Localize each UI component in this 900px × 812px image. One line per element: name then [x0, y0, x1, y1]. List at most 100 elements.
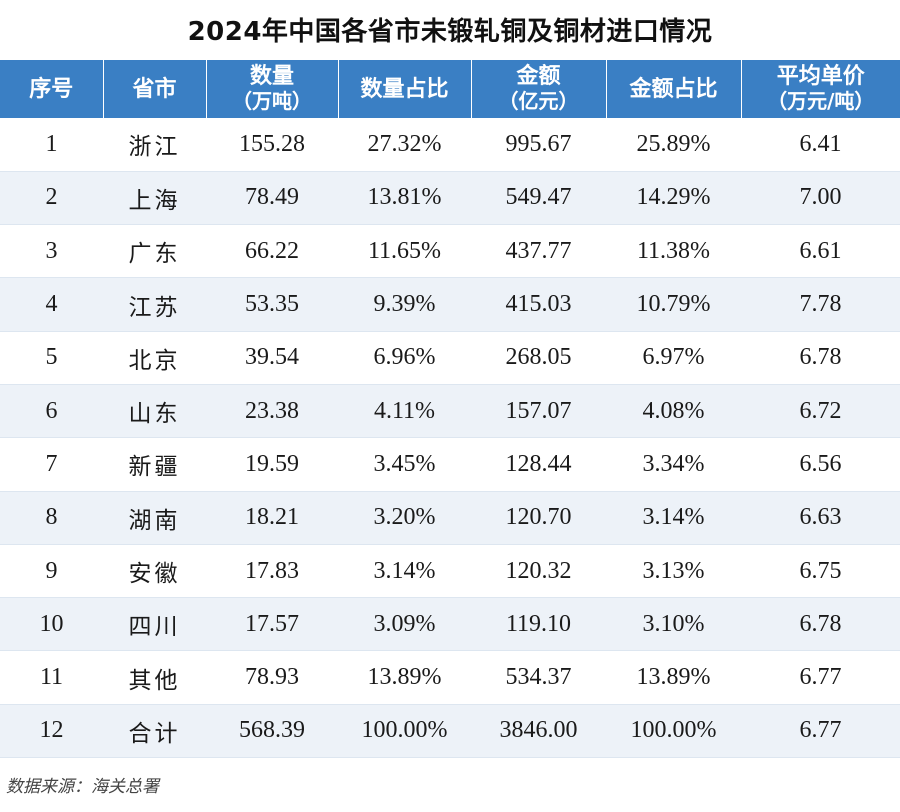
header-label: 平均单价 [776, 64, 865, 89]
cell-index: 4 [0, 277, 103, 332]
cell-quantity: 66.22 [206, 224, 338, 279]
cell-index: 1 [0, 118, 103, 172]
table-row: 12 合计 568.39 100.00% 3846.00 100.00% 6.77 [0, 704, 900, 759]
cell-amount: 995.67 [471, 118, 606, 172]
cell-amount: 268.05 [471, 331, 606, 385]
table-body: 1 浙江 155.28 27.32% 995.67 25.89% 6.41 2 上海 78.49 1… [0, 118, 900, 759]
cell-index: 2 [0, 171, 103, 226]
cell-index: 7 [0, 437, 103, 492]
header-amount-share: 金额占比 [606, 60, 742, 118]
header-label: 金额 [516, 64, 561, 89]
data-source-note: 数据来源：海关总署 [6, 777, 159, 797]
table-row: 4 江苏 53.35 9.39% 415.03 10.79% 7.78 [0, 277, 900, 332]
cell-amount: 120.70 [471, 491, 606, 545]
cell-quantity-share: 3.09% [338, 597, 471, 652]
cell-province: 上海 [103, 171, 206, 226]
cell-province: 湖南 [103, 491, 206, 545]
cell-province: 浙江 [103, 118, 206, 172]
header-unit-price: 平均单价 （万元/吨） [741, 60, 900, 118]
cell-quantity-share: 3.20% [338, 491, 471, 545]
cell-amount: 157.07 [471, 384, 606, 439]
header-quantity-share: 数量占比 [338, 60, 472, 118]
cell-quantity: 19.59 [206, 437, 338, 492]
cell-unit-price: 6.77 [741, 650, 900, 705]
cell-unit-price: 6.63 [741, 491, 900, 545]
table-row: 11 其他 78.93 13.89% 534.37 13.89% 6.77 [0, 650, 900, 705]
table-row: 10 四川 17.57 3.09% 119.10 3.10% 6.78 [0, 597, 900, 652]
cell-unit-price: 7.78 [741, 277, 900, 332]
cell-quantity-share: 11.65% [338, 224, 471, 279]
cell-quantity: 17.83 [206, 544, 338, 599]
cell-amount: 120.32 [471, 544, 606, 599]
cell-unit-price: 6.78 [741, 597, 900, 652]
table-header: 序号 省市 数量 （万吨） 数量占比 金额 （亿元） 金额占比 平均单价 （万元/吨） [0, 60, 900, 118]
cell-province: 山东 [103, 384, 206, 439]
cell-amount-share: 25.89% [606, 118, 741, 172]
header-unit: （亿元） [498, 89, 579, 113]
cell-amount-share: 10.79% [606, 277, 741, 332]
cell-quantity-share: 9.39% [338, 277, 471, 332]
table-row: 6 山东 23.38 4.11% 157.07 4.08% 6.72 [0, 384, 900, 439]
table-row: 5 北京 39.54 6.96% 268.05 6.97% 6.78 [0, 331, 900, 385]
cell-quantity-share: 100.00% [338, 704, 471, 759]
import-table: 序号 省市 数量 （万吨） 数量占比 金额 （亿元） 金额占比 平均单价 （万元/吨） 1 浙江 15… [0, 60, 900, 759]
cell-province: 其他 [103, 650, 206, 705]
header-label: 数量占比 [360, 76, 449, 102]
cell-quantity-share: 4.11% [338, 384, 471, 439]
header-province: 省市 [103, 60, 207, 118]
cell-quantity: 78.93 [206, 650, 338, 705]
cell-amount-share: 14.29% [606, 171, 741, 226]
cell-quantity-share: 13.89% [338, 650, 471, 705]
cell-quantity: 23.38 [206, 384, 338, 439]
cell-province: 江苏 [103, 277, 206, 332]
cell-amount: 128.44 [471, 437, 606, 492]
cell-unit-price: 6.41 [741, 118, 900, 172]
table-row: 7 新疆 19.59 3.45% 128.44 3.34% 6.56 [0, 437, 900, 492]
cell-quantity-share: 6.96% [338, 331, 471, 385]
cell-province: 四川 [103, 597, 206, 652]
cell-amount-share: 3.14% [606, 491, 741, 545]
cell-index: 12 [0, 704, 103, 759]
cell-unit-price: 6.77 [741, 704, 900, 759]
cell-quantity: 53.35 [206, 277, 338, 332]
header-index: 序号 [0, 60, 104, 118]
cell-amount: 534.37 [471, 650, 606, 705]
table-row: 1 浙江 155.28 27.32% 995.67 25.89% 6.41 [0, 118, 900, 172]
header-row: 序号 省市 数量 （万吨） 数量占比 金额 （亿元） 金额占比 平均单价 （万元/吨） [0, 60, 900, 118]
table-row: 9 安徽 17.83 3.14% 120.32 3.13% 6.75 [0, 544, 900, 599]
cell-amount: 549.47 [471, 171, 606, 226]
header-label: 数量 [249, 64, 294, 89]
cell-index: 6 [0, 384, 103, 439]
header-unit: （万元/吨） [767, 89, 875, 113]
table-title: 2024年中国各省市未锻轧铜及铜材进口情况 [187, 17, 713, 47]
cell-province: 广东 [103, 224, 206, 279]
header-label: 序号 [29, 76, 74, 102]
cell-unit-price: 6.75 [741, 544, 900, 599]
cell-amount: 415.03 [471, 277, 606, 332]
cell-quantity-share: 3.45% [338, 437, 471, 492]
cell-quantity-share: 13.81% [338, 171, 471, 226]
cell-unit-price: 6.78 [741, 331, 900, 385]
cell-amount: 3846.00 [471, 704, 606, 759]
cell-quantity: 17.57 [206, 597, 338, 652]
cell-quantity: 78.49 [206, 171, 338, 226]
cell-amount: 437.77 [471, 224, 606, 279]
cell-index: 11 [0, 650, 103, 705]
cell-amount-share: 11.38% [606, 224, 741, 279]
header-quantity: 数量 （万吨） [206, 60, 339, 118]
header-label: 金额占比 [629, 76, 718, 102]
cell-province: 合计 [103, 704, 206, 759]
cell-amount-share: 100.00% [606, 704, 741, 759]
cell-index: 10 [0, 597, 103, 652]
cell-amount-share: 13.89% [606, 650, 741, 705]
cell-index: 9 [0, 544, 103, 599]
cell-index: 5 [0, 331, 103, 385]
cell-province: 新疆 [103, 437, 206, 492]
header-amount: 金额 （亿元） [471, 60, 607, 118]
cell-quantity-share: 27.32% [338, 118, 471, 172]
cell-quantity-share: 3.14% [338, 544, 471, 599]
cell-amount-share: 3.10% [606, 597, 741, 652]
table-row: 2 上海 78.49 13.81% 549.47 14.29% 7.00 [0, 171, 900, 226]
cell-amount-share: 3.13% [606, 544, 741, 599]
cell-amount-share: 3.34% [606, 437, 741, 492]
